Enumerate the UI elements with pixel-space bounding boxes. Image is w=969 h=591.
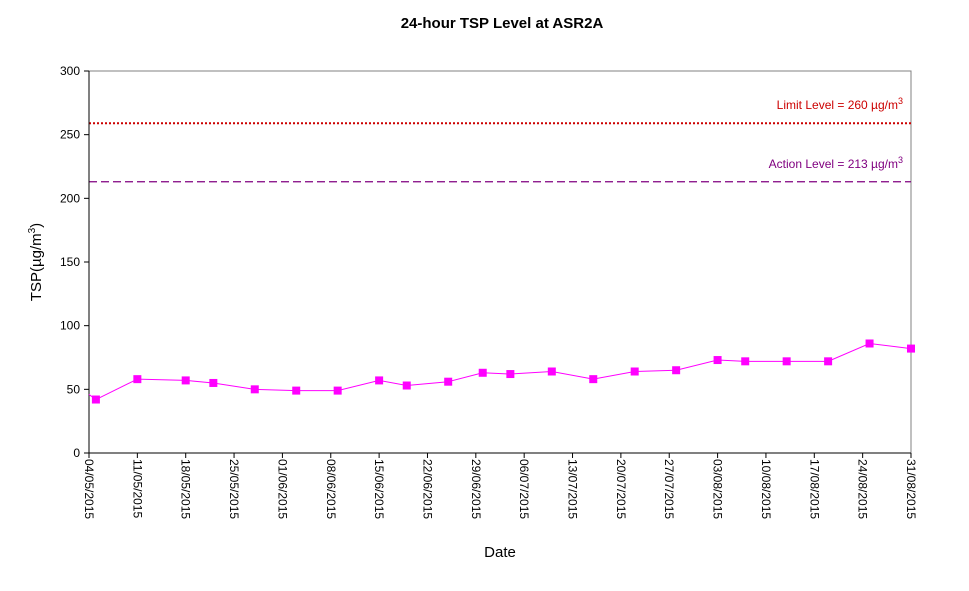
x-tick-label: 04/05/2015 — [82, 459, 96, 519]
data-point — [506, 370, 515, 379]
x-tick-label: 31/08/2015 — [904, 459, 918, 519]
data-point — [478, 368, 487, 377]
x-tick-label: 15/06/2015 — [372, 459, 386, 519]
x-tick-label: 17/08/2015 — [807, 459, 821, 519]
data-point — [333, 386, 342, 395]
data-point — [402, 381, 411, 390]
reference-line-label: Action Level = 213 µg/m3 — [769, 155, 903, 171]
x-tick-label: 13/07/2015 — [566, 459, 580, 519]
tsp-series — [88, 339, 915, 404]
x-tick-label: 01/06/2015 — [275, 459, 289, 519]
data-point — [630, 367, 639, 376]
y-tick-label: 150 — [60, 255, 80, 269]
x-tick-label: 11/05/2015 — [130, 459, 144, 518]
data-point — [589, 375, 598, 384]
y-axis-title: TSP(µg/m3) — [27, 223, 45, 301]
x-tick-label: 06/07/2015 — [517, 459, 531, 519]
y-tick-label: 250 — [60, 128, 80, 142]
data-point — [741, 357, 750, 366]
data-point — [865, 339, 874, 348]
x-tick-label: 27/07/2015 — [662, 459, 676, 519]
reference-lines: Limit Level = 260 µg/m3 Action Level = 21… — [89, 96, 911, 183]
y-axis-title-close: ) — [28, 223, 45, 228]
data-point — [907, 344, 915, 353]
data-point — [824, 357, 833, 366]
data-point — [713, 356, 722, 365]
chart-title: 24-hour TSP Level at ASR2A — [401, 15, 604, 32]
x-axis: 04/05/2015 11/05/2015 18/05/2015 25/05/2015… — [82, 452, 918, 519]
series-line — [88, 342, 912, 401]
data-point — [250, 385, 259, 394]
x-tick-label: 25/05/2015 — [227, 459, 241, 519]
data-point — [672, 366, 681, 375]
x-tick-label: 18/05/2015 — [179, 459, 193, 519]
x-tick-label: 22/06/2015 — [420, 459, 434, 519]
x-axis-title: Date — [484, 544, 516, 561]
y-axis-title-main: TSP(µg/m — [28, 233, 45, 301]
y-axis: 0 50 100 150 200 250 300 — [60, 64, 90, 460]
y-tick-label: 0 — [73, 446, 80, 460]
data-point — [547, 367, 556, 376]
data-point — [91, 395, 100, 404]
y-tick-label: 300 — [60, 64, 80, 78]
data-point — [292, 386, 301, 395]
x-tick-label: 08/06/2015 — [324, 459, 338, 519]
reference-line-label: Limit Level = 260 µg/m3 — [777, 96, 903, 112]
x-tick-label: 20/07/2015 — [614, 459, 628, 519]
data-point — [181, 376, 190, 385]
y-tick-label: 50 — [67, 382, 81, 396]
x-tick-label: 29/06/2015 — [469, 459, 483, 519]
x-tick-label: 24/08/2015 — [856, 459, 870, 519]
y-axis-title-sup: 3 — [27, 227, 38, 233]
data-point — [209, 378, 218, 387]
x-tick-label: 10/08/2015 — [759, 459, 773, 519]
data-point — [375, 376, 384, 385]
data-point — [444, 377, 453, 386]
x-tick-label: 03/08/2015 — [711, 459, 725, 519]
data-point — [133, 375, 142, 384]
plot-area — [88, 70, 912, 454]
y-tick-label: 200 — [60, 191, 80, 205]
data-point — [782, 357, 791, 366]
y-tick-label: 100 — [60, 319, 80, 333]
